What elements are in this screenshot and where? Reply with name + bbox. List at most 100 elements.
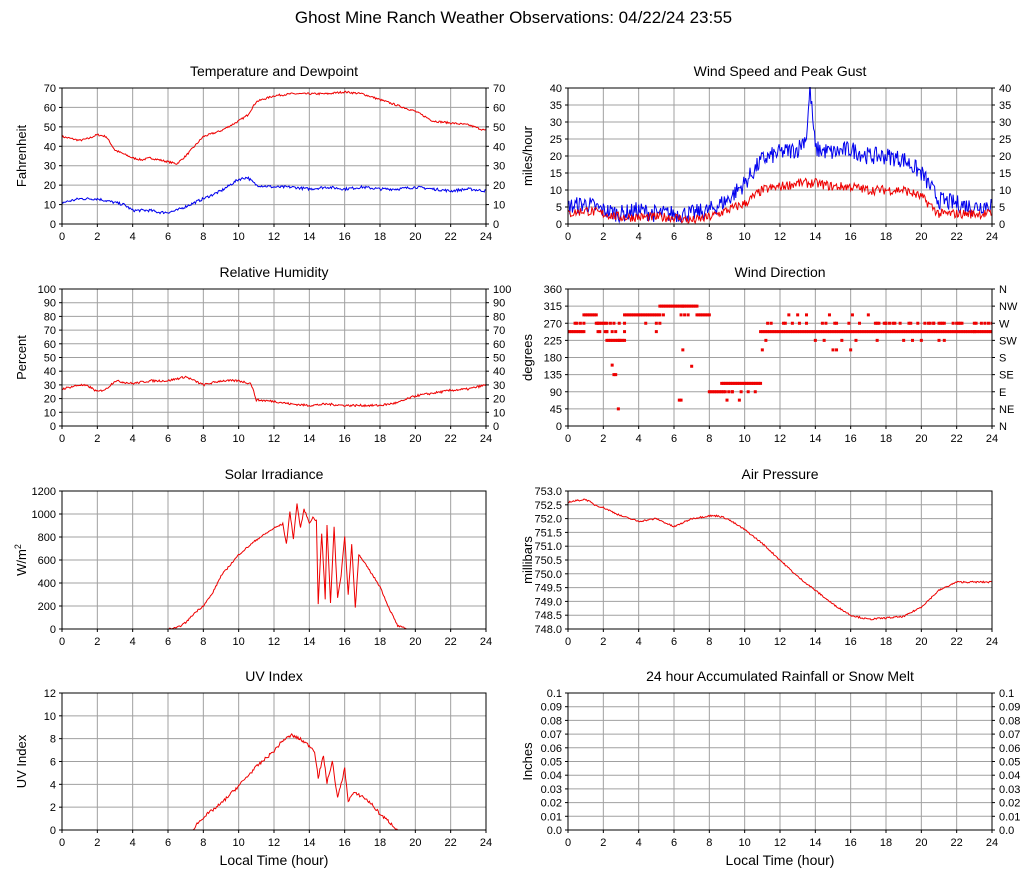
x-tick-label: 6 bbox=[165, 433, 171, 445]
wind-direction-point bbox=[803, 330, 807, 334]
x-tick-label: 20 bbox=[409, 231, 421, 243]
wind-direction-point bbox=[612, 321, 616, 325]
wind-direction-point bbox=[665, 304, 669, 308]
x-tick-label: 12 bbox=[268, 837, 280, 849]
y-tick-label: 0 bbox=[50, 825, 56, 837]
wind-direction-point bbox=[713, 390, 717, 394]
wind-direction-point bbox=[582, 313, 586, 317]
wind-direction-point bbox=[608, 338, 612, 342]
y-tick-label: 40 bbox=[44, 366, 56, 378]
x-tick-label: 4 bbox=[636, 837, 642, 849]
wind-direction-point bbox=[914, 330, 918, 334]
wind-direction-point bbox=[928, 330, 932, 334]
y-tick-label: 1200 bbox=[32, 486, 56, 498]
x-tick-label: 10 bbox=[233, 231, 245, 243]
right-tick-label: 0.04 bbox=[999, 770, 1020, 782]
wind-direction-point bbox=[831, 348, 835, 352]
wind-direction-point bbox=[767, 330, 771, 334]
x-tick-label: 18 bbox=[374, 433, 386, 445]
wind-direction-point bbox=[690, 304, 694, 308]
wind-direction-point bbox=[658, 304, 662, 308]
wind-direction-point bbox=[964, 330, 967, 334]
wind-direction-point bbox=[817, 330, 821, 334]
wind-direction-point bbox=[686, 313, 690, 317]
y-tick-label: 315 bbox=[544, 301, 562, 313]
wind-direction-point bbox=[962, 330, 966, 334]
wind-direction-point bbox=[575, 330, 579, 334]
wind-direction-point bbox=[925, 330, 929, 334]
wind-direction-point bbox=[907, 330, 911, 334]
wind-direction-point bbox=[789, 330, 793, 334]
x-tick-label: 10 bbox=[739, 231, 751, 243]
x-tick-label: 8 bbox=[200, 433, 206, 445]
wind-direction-point bbox=[725, 398, 729, 402]
y-tick-label: 0 bbox=[50, 219, 56, 231]
wind-direction-point bbox=[933, 330, 937, 334]
wind-direction-point bbox=[663, 304, 667, 308]
wind-direction-point bbox=[700, 313, 704, 317]
wind-direction-point bbox=[746, 381, 750, 385]
wind-direction-point bbox=[935, 330, 939, 334]
x-tick-label: 22 bbox=[951, 231, 963, 243]
wind-direction-point bbox=[721, 390, 725, 394]
y-tick-label: 0.08 bbox=[541, 715, 562, 727]
wind-direction-point bbox=[951, 321, 955, 325]
x-tick-label: 0 bbox=[59, 837, 65, 849]
wind-direction-point bbox=[693, 304, 697, 308]
wind-direction-point bbox=[741, 381, 745, 385]
wind-direction-point bbox=[810, 330, 814, 334]
wind-direction-point bbox=[888, 330, 892, 334]
wind-direction-point bbox=[623, 338, 627, 342]
series-line-1 bbox=[568, 87, 992, 224]
x-tick-label: 2 bbox=[600, 231, 606, 243]
x-tick-label: 12 bbox=[774, 837, 786, 849]
wind-direction-point bbox=[730, 390, 734, 394]
wind-direction-point bbox=[603, 330, 607, 334]
wind-direction-point bbox=[879, 330, 883, 334]
wind-direction-point bbox=[986, 330, 990, 334]
wind-direction-point bbox=[840, 330, 844, 334]
wind-direction-point bbox=[783, 330, 787, 334]
x-tick-label: 0 bbox=[59, 636, 65, 648]
x-tick-label: 0 bbox=[565, 837, 571, 849]
wind-direction-point bbox=[865, 330, 869, 334]
right-tick-label: SE bbox=[999, 370, 1014, 382]
wind-direction-point bbox=[589, 313, 593, 317]
wind-direction-point bbox=[721, 381, 725, 385]
y-axis-label: Inches bbox=[520, 742, 535, 781]
wind-direction-point bbox=[570, 330, 574, 334]
y-tick-label: 0.01 bbox=[541, 811, 562, 823]
y-tick-label: 60 bbox=[44, 339, 56, 351]
wind-direction-point bbox=[621, 338, 625, 342]
right-tick-label: 10 bbox=[999, 185, 1011, 197]
right-tick-label: 70 bbox=[493, 83, 505, 95]
wind-direction-point bbox=[836, 330, 840, 334]
wind-direction-point bbox=[785, 330, 789, 334]
y-tick-label: 30 bbox=[550, 117, 562, 129]
wind-direction-point bbox=[826, 330, 830, 334]
x-tick-label: 4 bbox=[636, 636, 642, 648]
wind-direction-point bbox=[706, 313, 710, 317]
x-tick-label: 14 bbox=[303, 231, 315, 243]
chart-title: UV Index bbox=[245, 668, 303, 684]
wind-direction-point bbox=[707, 313, 711, 317]
wind-direction-point bbox=[981, 330, 985, 334]
x-tick-label: 20 bbox=[915, 636, 927, 648]
wind-direction-point bbox=[796, 330, 800, 334]
x-tick-label: 6 bbox=[165, 231, 171, 243]
x-axis-label: Local Time (hour) bbox=[220, 852, 329, 868]
x-tick-label: 24 bbox=[986, 636, 998, 648]
wind-direction-point bbox=[937, 321, 941, 325]
right-tick-label: 0.09 bbox=[999, 702, 1020, 714]
x-tick-label: 6 bbox=[165, 837, 171, 849]
x-tick-label: 2 bbox=[94, 433, 100, 445]
wind-direction-point bbox=[951, 330, 955, 334]
wind-direction-point bbox=[918, 330, 922, 334]
y-tick-label: 0.09 bbox=[541, 702, 562, 714]
wind-direction-point bbox=[838, 330, 842, 334]
wind-direction-point bbox=[831, 330, 835, 334]
y-tick-label: 45 bbox=[550, 404, 562, 416]
wind-direction-point bbox=[896, 330, 900, 334]
wind-direction-point bbox=[827, 313, 831, 317]
